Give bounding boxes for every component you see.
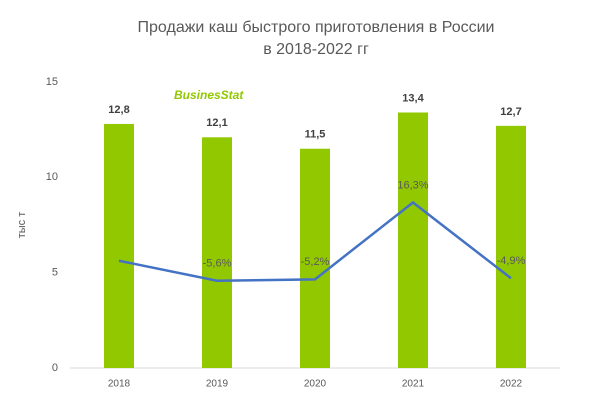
data-label: -5,6%: [203, 258, 232, 270]
data-label: 12,8: [108, 104, 129, 116]
bar: [300, 148, 330, 368]
bar: [496, 125, 526, 368]
y-tick-label: 0: [52, 362, 58, 374]
data-label: 12,1: [206, 117, 227, 129]
x-tick-label: 2018: [108, 379, 131, 390]
bar: [104, 123, 134, 369]
x-tick-label: 2019: [206, 379, 229, 390]
data-label: -5,2%: [301, 256, 330, 268]
data-label: 12,7: [500, 106, 521, 118]
bar: [202, 137, 232, 368]
data-label: -4,9%: [497, 255, 526, 267]
data-label: 11,5: [305, 129, 326, 141]
bar: [398, 112, 428, 368]
chart-title: Продажи каш быстрого приготовления в Рос…: [138, 19, 495, 36]
chart-title: в 2018-2022 гг: [263, 41, 369, 58]
line: [118, 200, 512, 283]
x-tick-label: 2022: [500, 379, 523, 390]
x-tick-label: 2021: [402, 379, 425, 390]
y-tick-label: 10: [46, 171, 58, 183]
y-axis-label: тыс т: [16, 212, 28, 239]
data-label: 16,3%: [397, 179, 428, 191]
y-tick-label: 15: [46, 76, 58, 88]
data-label: 13,4: [402, 92, 424, 104]
logo: BusinesStat: [174, 88, 244, 102]
x-tick-label: 2020: [304, 379, 327, 390]
y-tick-label: 5: [52, 267, 58, 279]
